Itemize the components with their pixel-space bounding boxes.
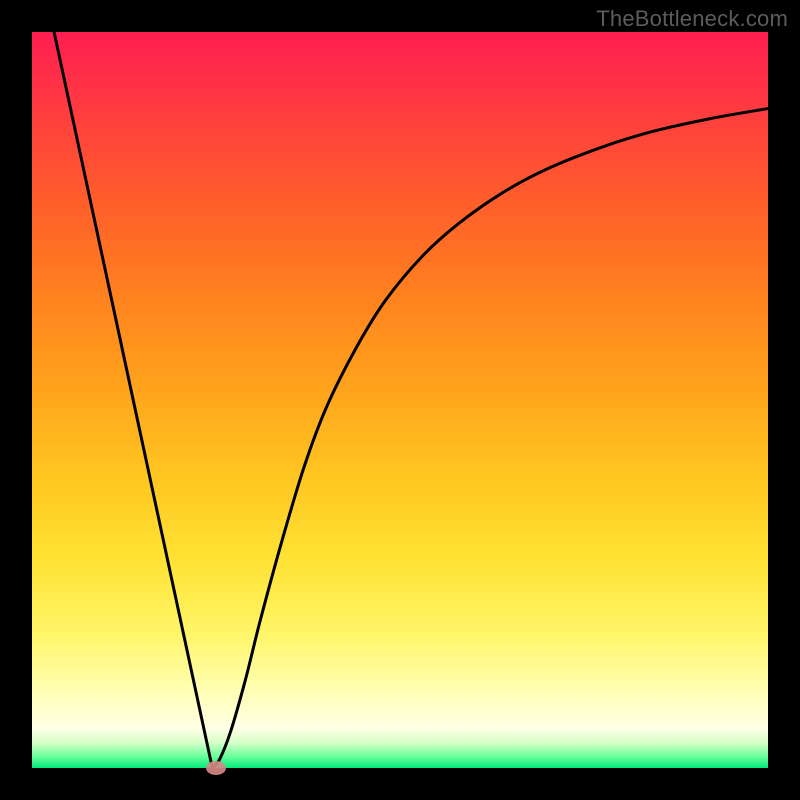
attribution-label: TheBottleneck.com [596,6,788,32]
chart-stage: TheBottleneck.com [0,0,800,800]
bottleneck-chart [0,0,800,800]
